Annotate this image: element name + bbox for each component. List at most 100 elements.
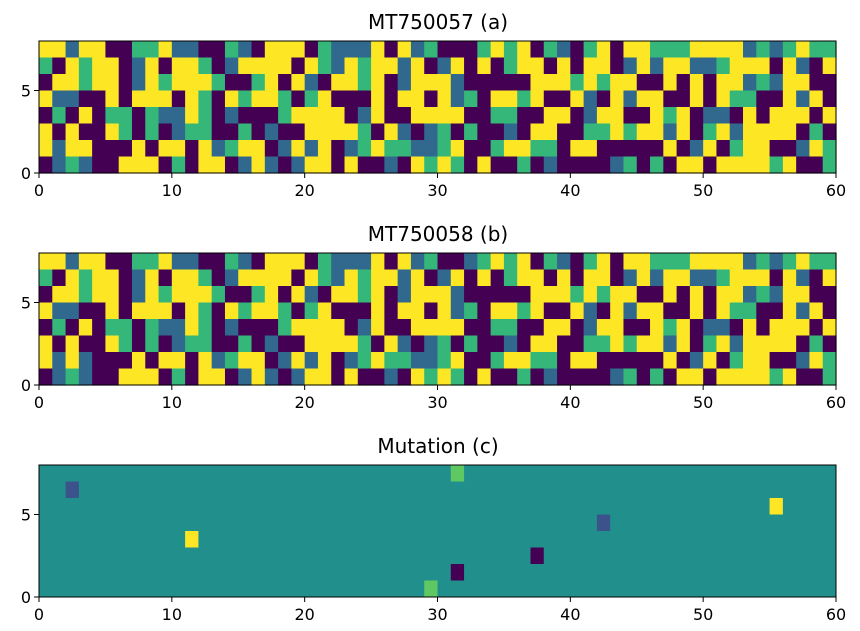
panel-a-cell bbox=[782, 107, 797, 125]
panel-c: Mutation (c) 0 10 20 30 40 50 60 0 5 bbox=[21, 434, 846, 624]
panel-a-cell bbox=[650, 123, 664, 141]
panel-a-cell bbox=[371, 123, 385, 141]
panel-a-cell bbox=[92, 107, 107, 125]
panel-b-cell bbox=[503, 368, 518, 386]
panel-a-cell bbox=[78, 57, 93, 75]
panel-b-cell bbox=[437, 269, 452, 287]
panel-b-cell bbox=[357, 269, 372, 287]
panel-b-cell bbox=[278, 368, 292, 386]
panel-b-cell bbox=[570, 368, 585, 386]
panel-a-cell bbox=[663, 140, 678, 158]
panel-a-cell bbox=[410, 74, 425, 92]
panel-b-cell bbox=[782, 335, 797, 353]
panel-b-cell bbox=[756, 319, 771, 337]
panel-a-cell bbox=[78, 123, 93, 141]
panel-b-cell bbox=[689, 302, 704, 320]
panel-a-cell bbox=[450, 107, 465, 125]
panel-b-cell bbox=[623, 368, 638, 386]
panel-b-cell bbox=[171, 335, 186, 353]
panel-a-cell bbox=[251, 41, 266, 59]
panel-b-cell bbox=[410, 286, 425, 304]
panel-b-cell bbox=[371, 286, 385, 304]
panel-a-cell bbox=[769, 57, 784, 75]
panel-a-cell bbox=[650, 140, 664, 158]
panel-a-cell bbox=[158, 123, 173, 141]
panel-a-cell bbox=[596, 140, 611, 158]
panel-b-cell bbox=[238, 302, 253, 320]
panel-b-cell bbox=[663, 286, 678, 304]
panel-a-cell bbox=[384, 74, 399, 92]
panel-a-cell bbox=[92, 57, 107, 75]
panel-a-cell bbox=[450, 156, 465, 174]
panel-b-cell bbox=[331, 335, 346, 353]
panel-a-cell bbox=[689, 107, 704, 125]
panel-a-cell bbox=[118, 41, 133, 59]
panel-a-cell bbox=[131, 90, 146, 108]
panel-b-cell bbox=[663, 368, 678, 386]
panel-a-cell bbox=[397, 74, 412, 92]
panel-a-cell bbox=[357, 41, 372, 59]
panel-b-cell bbox=[264, 286, 279, 304]
panel-b-cell bbox=[39, 302, 53, 320]
panel-a-cell bbox=[743, 57, 757, 75]
panel-b-cell bbox=[477, 302, 492, 320]
panel-b-cell bbox=[92, 286, 107, 304]
panel-a-cell bbox=[636, 41, 651, 59]
panel-b-cell bbox=[464, 335, 478, 353]
panel-b-cell bbox=[650, 335, 664, 353]
panel-a-cell bbox=[105, 140, 120, 158]
panel-b-cell bbox=[331, 368, 346, 386]
panel-b-cell bbox=[118, 286, 133, 304]
panel-a-cell bbox=[185, 140, 199, 158]
panel-a-cell bbox=[52, 156, 67, 174]
panel-a-cell bbox=[596, 57, 611, 75]
panel-b-cell bbox=[490, 253, 505, 271]
panel-a-cell bbox=[238, 107, 253, 125]
panel-a-cell bbox=[131, 123, 146, 141]
panel-a-cell bbox=[39, 123, 53, 141]
panel-b-cell bbox=[464, 269, 478, 287]
panel-b-cell bbox=[105, 253, 120, 271]
panel-b-cell bbox=[477, 335, 492, 353]
panel-a-cell bbox=[371, 90, 385, 108]
panel-a-cell bbox=[822, 140, 837, 158]
panel-a-cell bbox=[397, 156, 412, 174]
panel-b-cell bbox=[158, 319, 173, 337]
panel-a-cell bbox=[477, 41, 492, 59]
panel-a-cell bbox=[570, 74, 585, 92]
panel-b-cell bbox=[743, 319, 757, 337]
panel-a-cell bbox=[264, 107, 279, 125]
panel-a-cell bbox=[796, 74, 811, 92]
y-tick-label: 5 bbox=[21, 294, 31, 313]
panel-a: MT750057 (a) 0 10 20 30 40 50 60 0 5 bbox=[21, 10, 846, 200]
panel-a-cell bbox=[623, 57, 638, 75]
panel-b-cell bbox=[158, 335, 173, 353]
panel-b-cell bbox=[743, 302, 757, 320]
panel-b-cell bbox=[317, 319, 332, 337]
panel-b-cell bbox=[636, 269, 651, 287]
panel-b-cell bbox=[636, 368, 651, 386]
panel-a-cell bbox=[78, 74, 93, 92]
panel-b-cell bbox=[610, 319, 625, 337]
panel-b-cell bbox=[623, 253, 638, 271]
panel-a-cell bbox=[131, 107, 146, 125]
panel-b-cell bbox=[703, 368, 718, 386]
panel-a-cell bbox=[185, 90, 199, 108]
panel-b-cell bbox=[623, 319, 638, 337]
panel-b-cell bbox=[410, 335, 425, 353]
panel-a-cell bbox=[344, 123, 359, 141]
panel-b-cell bbox=[596, 269, 611, 287]
panel-a-cell bbox=[809, 74, 824, 92]
panel-b-cell bbox=[52, 335, 67, 353]
panel-b-cell bbox=[809, 302, 824, 320]
panel-a-cell bbox=[610, 156, 625, 174]
panel-b-cell bbox=[424, 253, 439, 271]
panel-a-cell bbox=[716, 41, 731, 59]
panel-a-cell bbox=[782, 140, 797, 158]
panel-b-cell bbox=[543, 302, 558, 320]
panel-a-cell bbox=[185, 57, 199, 75]
panel-b-cell bbox=[78, 286, 93, 304]
panel-a-cell bbox=[583, 140, 598, 158]
panel-b-cell bbox=[118, 253, 133, 271]
panel-b-cell bbox=[185, 368, 199, 386]
